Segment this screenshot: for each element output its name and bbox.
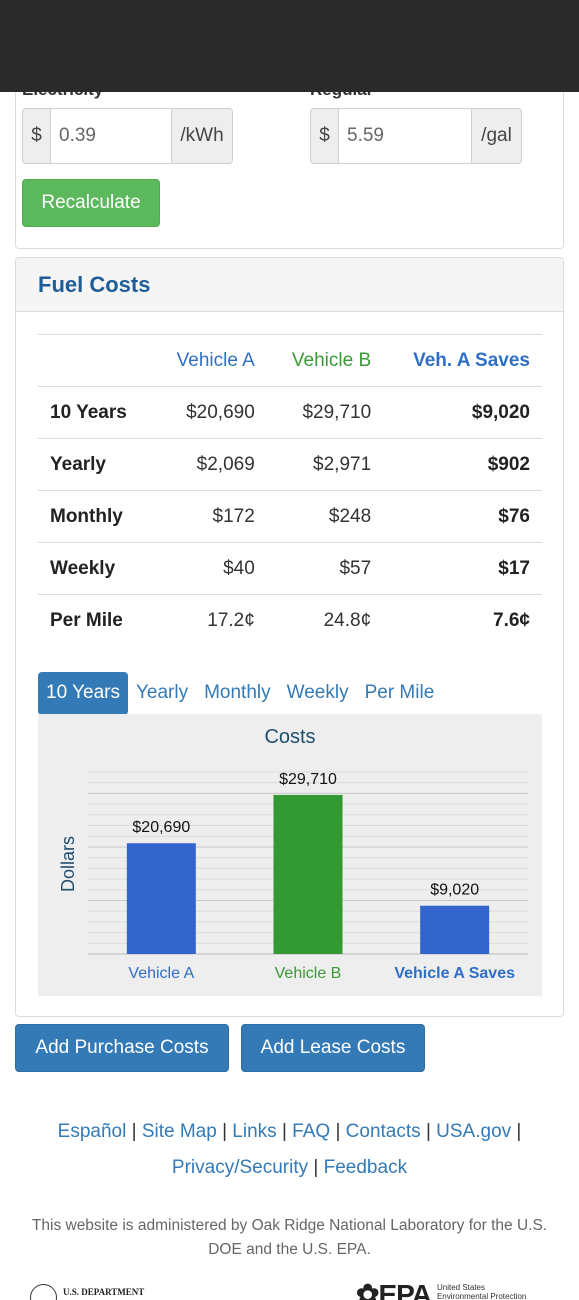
doe-logo[interactable]: U.S. DEPARTMENT <box>30 1283 145 1300</box>
epa-sub-line-1: United States <box>436 1283 485 1292</box>
row-label: Monthly <box>38 490 152 543</box>
period-tabs: 10 Years Yearly Monthly Weekly Per Mile <box>38 671 442 715</box>
link-feedback[interactable]: Feedback <box>323 1157 408 1178</box>
link-separator: | <box>281 1121 287 1142</box>
footer-links-row-1: Español | Site Map | Links | FAQ | Conta… <box>0 1114 579 1150</box>
savings-cost: $76 <box>383 490 542 543</box>
vehicle-a-cost: $20,690 <box>151 386 267 439</box>
epa-logo-text: EPA <box>378 1280 431 1300</box>
row-label: Yearly <box>38 438 152 491</box>
vehicle-b-cost: 24.8¢ <box>266 594 384 647</box>
savings-cost: $902 <box>383 438 542 491</box>
link-contacts[interactable]: Contacts <box>345 1121 421 1142</box>
chart-bar <box>420 905 490 954</box>
saves-header: Veh. A Saves <box>383 334 542 387</box>
costs-bar-chart: Costs Dollars $20,690 Vehicle A $29,710 Vehic… <box>58 726 528 982</box>
chart-y-axis-label: Dollars <box>58 836 78 892</box>
costs-chart-container: Costs Dollars $20,690 Vehicle A $29,710 Vehic… <box>38 714 542 996</box>
chart-data-label: $9,020 <box>430 882 479 899</box>
fuel-costs-table: Vehicle A Vehicle B Veh. A Saves 10 Year… <box>38 334 542 647</box>
link-separator: | <box>313 1157 319 1178</box>
link-links[interactable]: Links <box>232 1121 277 1142</box>
tab-yearly[interactable]: Yearly <box>135 682 189 703</box>
footer-administration-note: This website is administered by Oak Ridg… <box>31 1217 548 1258</box>
vehicle-b-header: Vehicle B <box>266 334 384 387</box>
top-app-bar <box>0 0 579 92</box>
electricity-price-group: $ 0.39 /kWh <box>22 108 233 164</box>
tab-per-mile[interactable]: Per Mile <box>364 682 435 703</box>
fuel-costs-panel: Fuel Costs Vehicle A Vehicle B Veh. A Sa… <box>15 257 564 1017</box>
footer-links-row-2: Privacy/Security | Feedback <box>0 1150 579 1186</box>
recalculate-button[interactable]: Recalculate <box>22 179 160 227</box>
vehicle-b-cost: $57 <box>266 542 384 595</box>
table-header-row: Vehicle A Vehicle B Veh. A Saves <box>38 334 542 387</box>
epa-logo[interactable]: ✿EPA United States Environmental Protect… <box>356 1280 526 1300</box>
vehicle-a-cost: $172 <box>151 490 267 543</box>
row-label: 10 Years <box>38 386 152 439</box>
regular-unit-addon: /gal <box>472 109 521 163</box>
chart-category-label: Vehicle A <box>128 965 194 982</box>
add-lease-costs-button[interactable]: Add Lease Costs <box>241 1024 425 1072</box>
tab-weekly[interactable]: Weekly <box>286 682 349 703</box>
link-separator: | <box>335 1121 341 1142</box>
vehicle-b-cost: $29,710 <box>266 386 384 439</box>
link-usa-gov[interactable]: USA.gov <box>436 1121 512 1142</box>
table-row: Weekly $40 $57 $17 <box>38 542 542 595</box>
chart-title: Costs <box>264 726 315 748</box>
link-espanol[interactable]: Español <box>57 1121 127 1142</box>
table-row: Per Mile 17.2¢ 24.8¢ 7.6¢ <box>38 594 542 647</box>
epa-wordmark: ✿EPA <box>356 1280 432 1300</box>
epa-sub-line-2: Environmental Protection <box>436 1292 527 1300</box>
regular-dollar-addon: $ <box>311 109 338 163</box>
link-separator: | <box>516 1121 522 1142</box>
doe-logo-text: U.S. DEPARTMENT <box>63 1287 145 1297</box>
row-label: Weekly <box>38 542 152 595</box>
vehicle-a-cost: $2,069 <box>151 438 267 491</box>
chart-category-label: Vehicle B <box>275 965 342 982</box>
savings-cost: $9,020 <box>383 386 542 439</box>
epa-agency-text: United States Environmental Protection <box>437 1280 526 1300</box>
regular-price-group: $ 5.59 /gal <box>310 108 522 164</box>
table-row: Monthly $172 $248 $76 <box>38 490 542 543</box>
chart-category-label: Vehicle A Saves <box>394 965 515 982</box>
link-separator: | <box>425 1121 431 1142</box>
tab-monthly[interactable]: Monthly <box>204 682 271 703</box>
row-label: Per Mile <box>38 594 152 647</box>
chart-data-label: $29,710 <box>279 771 337 788</box>
fuel-costs-title: Fuel Costs <box>38 271 151 297</box>
chart-bar <box>273 794 343 954</box>
link-privacy-security[interactable]: Privacy/Security <box>171 1157 309 1178</box>
electricity-unit-addon: /kWh <box>172 109 232 163</box>
vehicle-b-cost: $248 <box>266 490 384 543</box>
fuel-costs-header: Fuel Costs <box>16 258 563 312</box>
add-purchase-costs-button[interactable]: Add Purchase Costs <box>15 1024 229 1072</box>
empty-header-cell <box>38 334 152 387</box>
regular-price-input[interactable]: 5.59 <box>338 109 472 163</box>
electricity-dollar-addon: $ <box>23 109 50 163</box>
savings-cost: 7.6¢ <box>383 594 542 647</box>
link-site-map[interactable]: Site Map <box>141 1121 217 1142</box>
table-row: Yearly $2,069 $2,971 $902 <box>38 438 542 491</box>
link-separator: | <box>222 1121 228 1142</box>
vehicle-a-cost: 17.2¢ <box>151 594 267 647</box>
link-separator: | <box>131 1121 137 1142</box>
chart-data-label: $20,690 <box>132 819 190 836</box>
link-faq[interactable]: FAQ <box>292 1121 331 1142</box>
electricity-price-input[interactable]: 0.39 <box>50 109 172 163</box>
doe-seal-icon <box>30 1283 57 1300</box>
vehicle-b-cost: $2,971 <box>266 438 384 491</box>
epa-flower-icon: ✿ <box>356 1280 379 1300</box>
table-row: 10 Years $20,690 $29,710 $9,020 <box>38 386 542 439</box>
vehicle-a-header: Vehicle A <box>151 334 267 387</box>
chart-bar <box>126 843 196 954</box>
tab-10-years[interactable]: 10 Years <box>38 671 128 715</box>
vehicle-a-cost: $40 <box>151 542 267 595</box>
savings-cost: $17 <box>383 542 542 595</box>
